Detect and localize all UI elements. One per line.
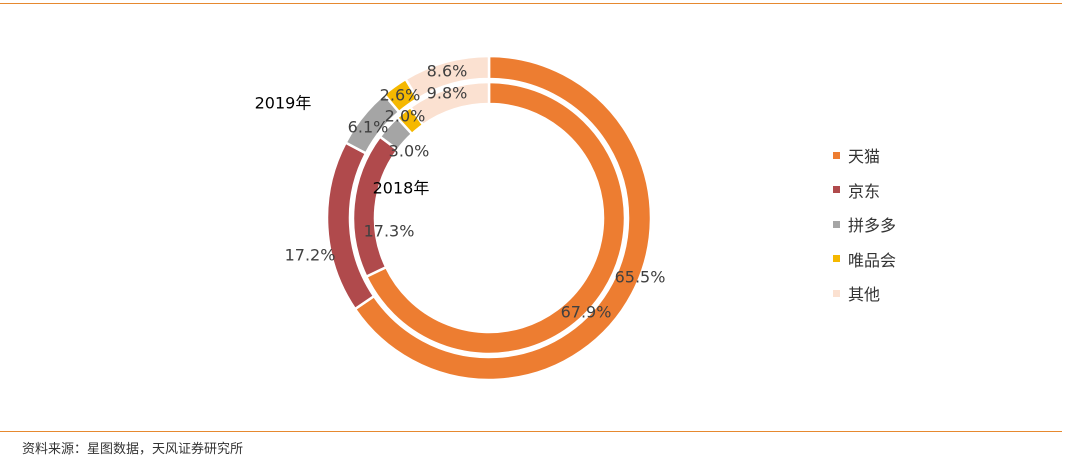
legend-item-tmall: 天猫 xyxy=(833,138,896,173)
legend-swatch xyxy=(833,186,840,194)
data-label-outer-1: 17.2% xyxy=(285,246,336,265)
chart-legend: 天猫 京东 拼多多 唯品会 其他 xyxy=(833,138,896,311)
legend-label: 京东 xyxy=(848,181,881,201)
data-label-inner-0: 67.9% xyxy=(561,303,612,322)
series-label-outer: 2019年 xyxy=(255,94,312,113)
legend-item-other: 其他 xyxy=(833,276,896,311)
top-rule xyxy=(0,3,1062,4)
slice-inner-0 xyxy=(364,80,627,356)
slice-inner-4 xyxy=(408,80,491,127)
legend-swatch xyxy=(833,289,840,297)
slice-outer-4 xyxy=(403,54,491,101)
data-label-inner-3: 2.0% xyxy=(385,107,426,126)
legend-label: 拼多多 xyxy=(848,216,897,236)
legend-item-jd: 京东 xyxy=(833,173,896,208)
data-label-outer-0: 65.5% xyxy=(615,268,666,287)
legend-swatch xyxy=(833,151,840,159)
legend-swatch xyxy=(833,255,840,263)
donut-chart: 65.5% 17.2% 6.1% 2.6% 8.6% 67.9% 17.3% 3.0% 2.0%… xyxy=(255,54,666,382)
legend-label: 天猫 xyxy=(848,147,881,167)
data-label-outer-2: 6.1% xyxy=(348,118,389,137)
data-label-inner-1: 17.3% xyxy=(364,222,415,241)
legend-label: 其他 xyxy=(848,285,881,305)
legend-item-vipshop: 唯品会 xyxy=(833,242,896,277)
data-label-inner-2: 3.0% xyxy=(389,142,430,161)
legend-swatch xyxy=(833,220,840,228)
data-label-outer-4: 8.6% xyxy=(427,62,468,81)
source-note: 资料来源：星图数据，天风证券研究所 xyxy=(22,442,244,457)
series-label-inner: 2018年 xyxy=(373,179,430,198)
data-label-outer-3: 2.6% xyxy=(380,86,421,105)
legend-item-pinduoduo: 拼多多 xyxy=(833,207,896,242)
legend-label: 唯品会 xyxy=(848,250,897,270)
bottom-rule xyxy=(0,431,1062,432)
data-label-inner-4: 9.8% xyxy=(427,84,468,103)
